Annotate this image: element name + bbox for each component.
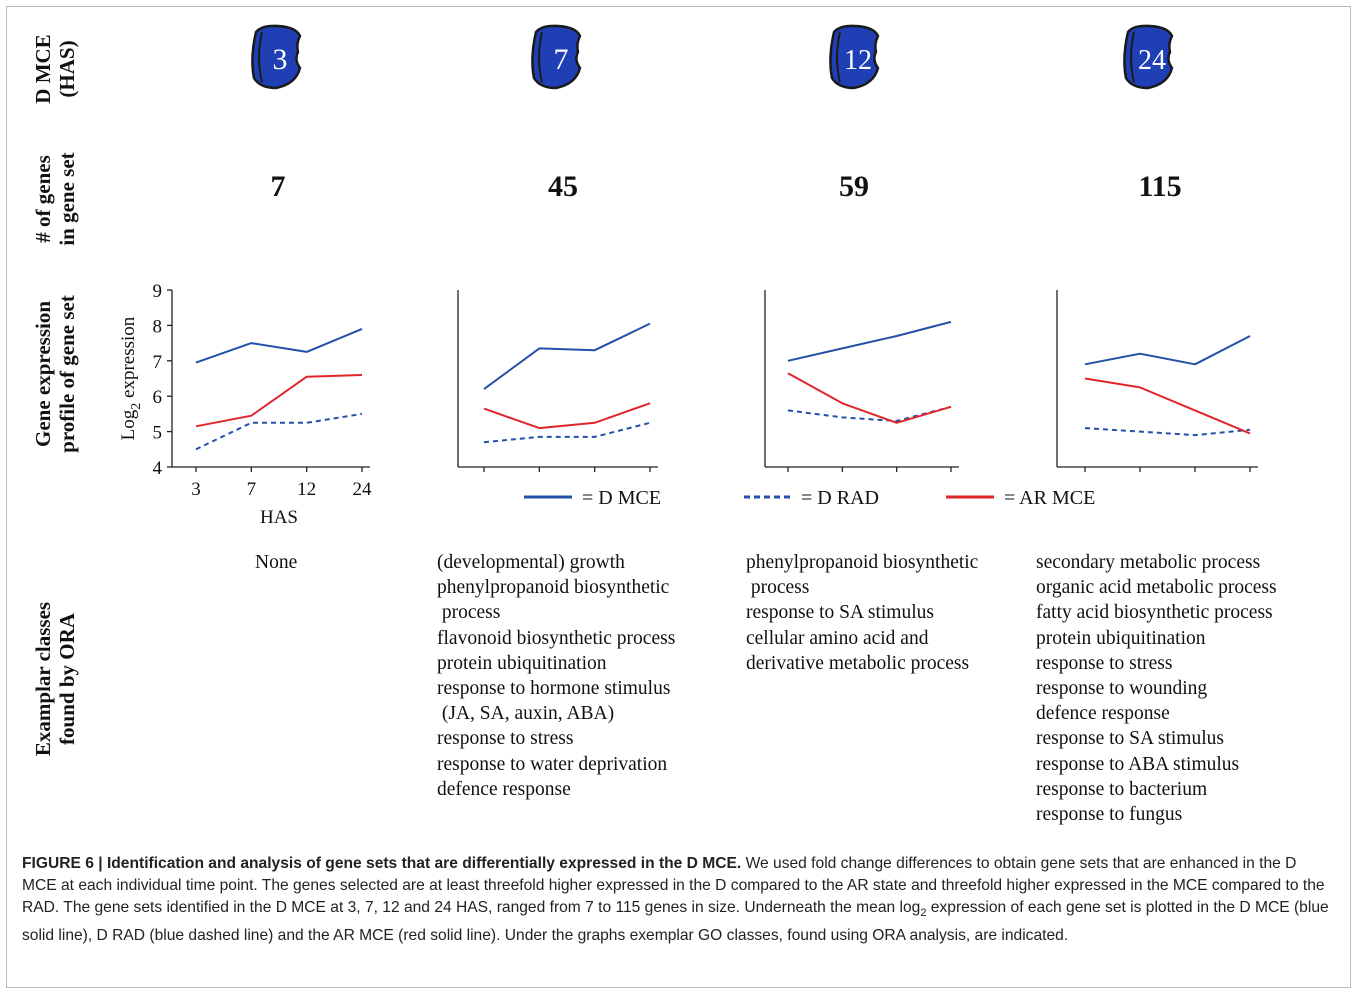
go-class-item: defence response: [1036, 703, 1170, 725]
go-class-item: response to wounding: [1036, 678, 1208, 700]
seed-icon-label: 3: [273, 43, 288, 76]
charts-layer: 4 5 6 7 8 9 3 7 12 24 HAS Log2 expression: [118, 281, 1258, 528]
y-tick-label: 7: [153, 352, 163, 373]
row-label-classes-line-1: Examplar classes: [31, 601, 55, 757]
legend-label-d-mce: = D MCE: [582, 487, 661, 509]
series-line-d-mce: [483, 322, 651, 390]
legend-label-ar-mce: = AR MCE: [1004, 487, 1095, 509]
series-line-ar-mce: [195, 374, 363, 428]
seed-icon-label: 12: [844, 45, 872, 76]
figure-frame: [6, 6, 1351, 988]
seed-icon-12: 12: [829, 24, 880, 90]
caption-subscript: 2: [920, 907, 927, 920]
go-class-item: response to bacterium: [1036, 778, 1208, 800]
seed-icon-3: 3: [251, 24, 302, 90]
go-class-item: response to SA stimulus: [746, 602, 934, 624]
go-class-item: response to stress: [437, 728, 574, 750]
go-class-item: (developmental) growth: [437, 552, 625, 573]
go-classes-24: secondary metabolic process organic acid …: [1036, 550, 1277, 827]
series-line-d-rad: [483, 421, 651, 444]
go-class-item: defence response: [437, 778, 571, 800]
series-line-d-mce: [195, 327, 363, 364]
x-tick-label: 12: [297, 479, 316, 500]
gene-count-24: 115: [1138, 170, 1182, 203]
x-tick-label: 24: [353, 479, 373, 500]
row-label-classes-line-2: found by ORA: [55, 613, 79, 745]
series-line-ar-mce: [483, 402, 651, 430]
seed-icon-groove: [1130, 31, 1135, 83]
series-line-ar-mce: [787, 372, 952, 424]
y-tick-label: 5: [153, 423, 163, 444]
go-class-item: protein ubiquitination: [1036, 627, 1206, 649]
y-tick-label: 8: [153, 316, 163, 337]
go-classes-12: phenylpropanoid biosynthetic process resp…: [746, 550, 978, 676]
seed-icon-body: [251, 24, 302, 90]
expression-charts: 4 5 6 7 8 9 3 7 12 24 HAS Log2 expression = D MCE =…: [118, 281, 1258, 528]
go-class-item: response to hormone stimulus: [437, 678, 671, 700]
go-class-item: derivative metabolic process: [746, 652, 970, 674]
seed-icon-7: 7: [531, 24, 582, 90]
y-tick-label: 9: [153, 281, 163, 302]
figure-caption: FIGURE 6 | Identification and analysis o…: [22, 853, 1332, 947]
gene-count-12: 59: [839, 170, 869, 203]
go-class-item: cellular amino acid and: [746, 627, 929, 649]
go-class-item: fatty acid biosynthetic process: [1036, 602, 1273, 624]
seed-icon-label: 24: [1138, 45, 1166, 76]
x-axis-label: HAS: [260, 507, 298, 528]
series-line-d-mce: [787, 320, 952, 362]
legend: = D MCE = D RAD = AR MCE: [524, 487, 1095, 509]
go-class-item: None: [255, 552, 298, 573]
series-line-ar-mce: [1084, 377, 1251, 435]
go-class-item: secondary metabolic process: [1036, 552, 1261, 573]
go-class-item: response to ABA stimulus: [1036, 753, 1240, 775]
y-tick-label: 6: [153, 387, 163, 408]
caption-text-1: We used fold change differences to obtai…: [22, 855, 1325, 917]
go-class-item: protein ubiquitination: [437, 652, 607, 674]
go-class-item: phenylpropanoid biosynthetic: [437, 577, 670, 599]
go-class-item: process: [437, 602, 501, 624]
seed-icon-groove: [258, 31, 263, 83]
go-class-item: organic acid metabolic process: [1036, 577, 1277, 599]
go-class-item: flavonoid biosynthetic process: [437, 627, 676, 649]
series-line-d-mce: [1084, 335, 1251, 366]
seed-icon-24: 24: [1123, 24, 1174, 90]
gene-count-3: 7: [270, 170, 286, 203]
x-tick-label: 7: [247, 479, 257, 500]
seed-icon-label: 7: [554, 43, 569, 76]
series-line-d-rad: [1084, 427, 1251, 437]
go-class-item: response to SA stimulus: [1036, 728, 1224, 750]
y-axis-label: Log2 expression: [118, 316, 144, 440]
go-classes-7: (developmental) growth phenylpropanoid bi…: [437, 550, 675, 802]
caption-text-2: expression of each gene set is plotted i…: [22, 899, 1329, 944]
go-classes-3: None: [255, 550, 297, 575]
y-tick-label: 4: [153, 458, 163, 479]
go-class-item: response to water deprivation: [437, 753, 668, 775]
go-class-item: (JA, SA, auxin, ABA): [437, 703, 615, 725]
seed-icon-body: [829, 24, 880, 90]
series-line-d-rad: [195, 412, 363, 451]
caption-label: FIGURE 6 | Identification and analysis o…: [22, 855, 742, 872]
legend-label-d-rad: = D RAD: [801, 487, 879, 509]
go-class-item: phenylpropanoid biosynthetic: [746, 552, 979, 573]
seed-icon-body: [531, 24, 582, 90]
row-label-classes: Examplar classes found by ORA: [31, 584, 81, 774]
seed-icon-groove: [538, 31, 543, 83]
x-tick-label: 3: [191, 479, 201, 500]
go-class-item: response to fungus: [1036, 804, 1183, 826]
gene-count-7: 45: [548, 170, 578, 203]
go-class-item: response to stress: [1036, 652, 1173, 674]
seed-icon-body: [1123, 24, 1174, 90]
seed-icon-groove: [836, 31, 841, 83]
go-class-item: process: [746, 577, 810, 599]
